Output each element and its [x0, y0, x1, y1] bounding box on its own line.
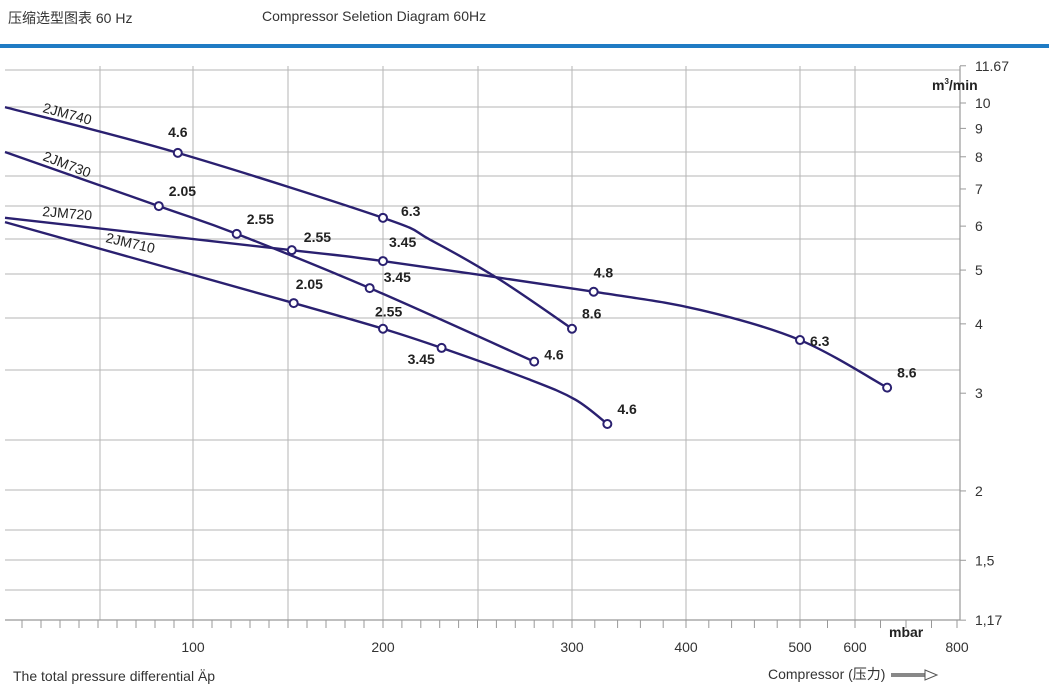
chart-title: Compressor Seletion Diagram 60Hz [262, 8, 487, 24]
series-line [4, 150, 535, 363]
data-point-label: 2.55 [247, 211, 274, 227]
data-point-marker [588, 286, 599, 297]
y-tick-label: 11.67 [975, 58, 1009, 74]
data-point-label: 2.55 [304, 229, 331, 245]
data-point-marker [378, 212, 388, 223]
x-tick-label: 500 [788, 639, 812, 655]
y-tick-label: 2 [975, 483, 983, 499]
data-point-label: 4.6 [168, 124, 188, 140]
y-tick-label: 6 [975, 218, 983, 234]
data-point-label: 4.6 [544, 347, 564, 363]
x-axis-title: The total pressure differential Äp [13, 668, 216, 684]
data-point-marker [567, 323, 577, 334]
header-divider [0, 44, 1049, 48]
compressor-label-text: Compressor (压力) [768, 666, 886, 682]
y-tick-label: 8 [975, 149, 983, 165]
data-point-marker [286, 245, 297, 256]
title-chinese: 压缩选型图表 60 Hz [8, 10, 133, 26]
data-point-label: 4.8 [594, 265, 614, 281]
x-tick-label: 100 [181, 639, 205, 655]
data-point-marker [231, 228, 242, 239]
data-point-label: 2.55 [375, 304, 402, 320]
y-tick-label: 7 [975, 181, 983, 197]
x-tick-label: 800 [945, 639, 969, 655]
y-tick-label: 9 [975, 120, 983, 136]
x-axis-unit: mbar [889, 624, 924, 640]
data-point-label: 8.6 [897, 365, 917, 381]
data-point-marker [529, 356, 540, 367]
data-point-marker [364, 283, 375, 294]
x-tick-label: 400 [674, 639, 698, 655]
data-point-marker [378, 256, 388, 267]
y-tick-label: 10 [975, 95, 991, 111]
y-tick-label: 3 [975, 385, 983, 401]
x-tick-label: 600 [843, 639, 867, 655]
y-tick-label: 1,17 [975, 612, 1002, 628]
data-point-marker [172, 147, 183, 158]
x-tick-label: 200 [371, 639, 395, 655]
y-tick-label: 1,5 [975, 552, 995, 568]
data-point-label: 2.05 [169, 183, 196, 199]
data-point-marker [602, 419, 613, 430]
series-name-label: 2JM720 [42, 203, 93, 223]
y-axis-unit: m3/min [932, 77, 978, 93]
y-tick-label: 5 [975, 262, 983, 278]
data-point-label: 3.45 [384, 269, 411, 285]
data-point-marker [378, 323, 388, 334]
data-point-label: 3.45 [408, 351, 435, 367]
data-point-marker [882, 382, 893, 393]
data-point-label: 2.05 [296, 276, 323, 292]
series-line [4, 220, 609, 425]
data-point-marker [153, 201, 164, 212]
unit-superscript: 3 [944, 77, 949, 86]
data-point-marker [795, 335, 805, 346]
data-point-label: 8.6 [582, 306, 602, 322]
data-point-marker [436, 342, 447, 353]
data-point-marker [288, 298, 299, 309]
data-point-label: 6.3 [810, 333, 830, 349]
series-2jm720: 2.55 3.45 4.8 6.3 8.6 2JM720 [4, 203, 917, 393]
data-point-label: 6.3 [401, 203, 421, 219]
y-tick-label: 4 [975, 316, 983, 332]
arrow-right-icon [891, 669, 939, 682]
compressor-label: Compressor (压力) [768, 664, 939, 684]
series-line [4, 216, 888, 389]
data-point-label: 3.45 [389, 234, 416, 250]
data-point-label: 4.6 [617, 401, 637, 417]
x-tick-label: 300 [560, 639, 584, 655]
unit-rest: /min [949, 77, 978, 93]
